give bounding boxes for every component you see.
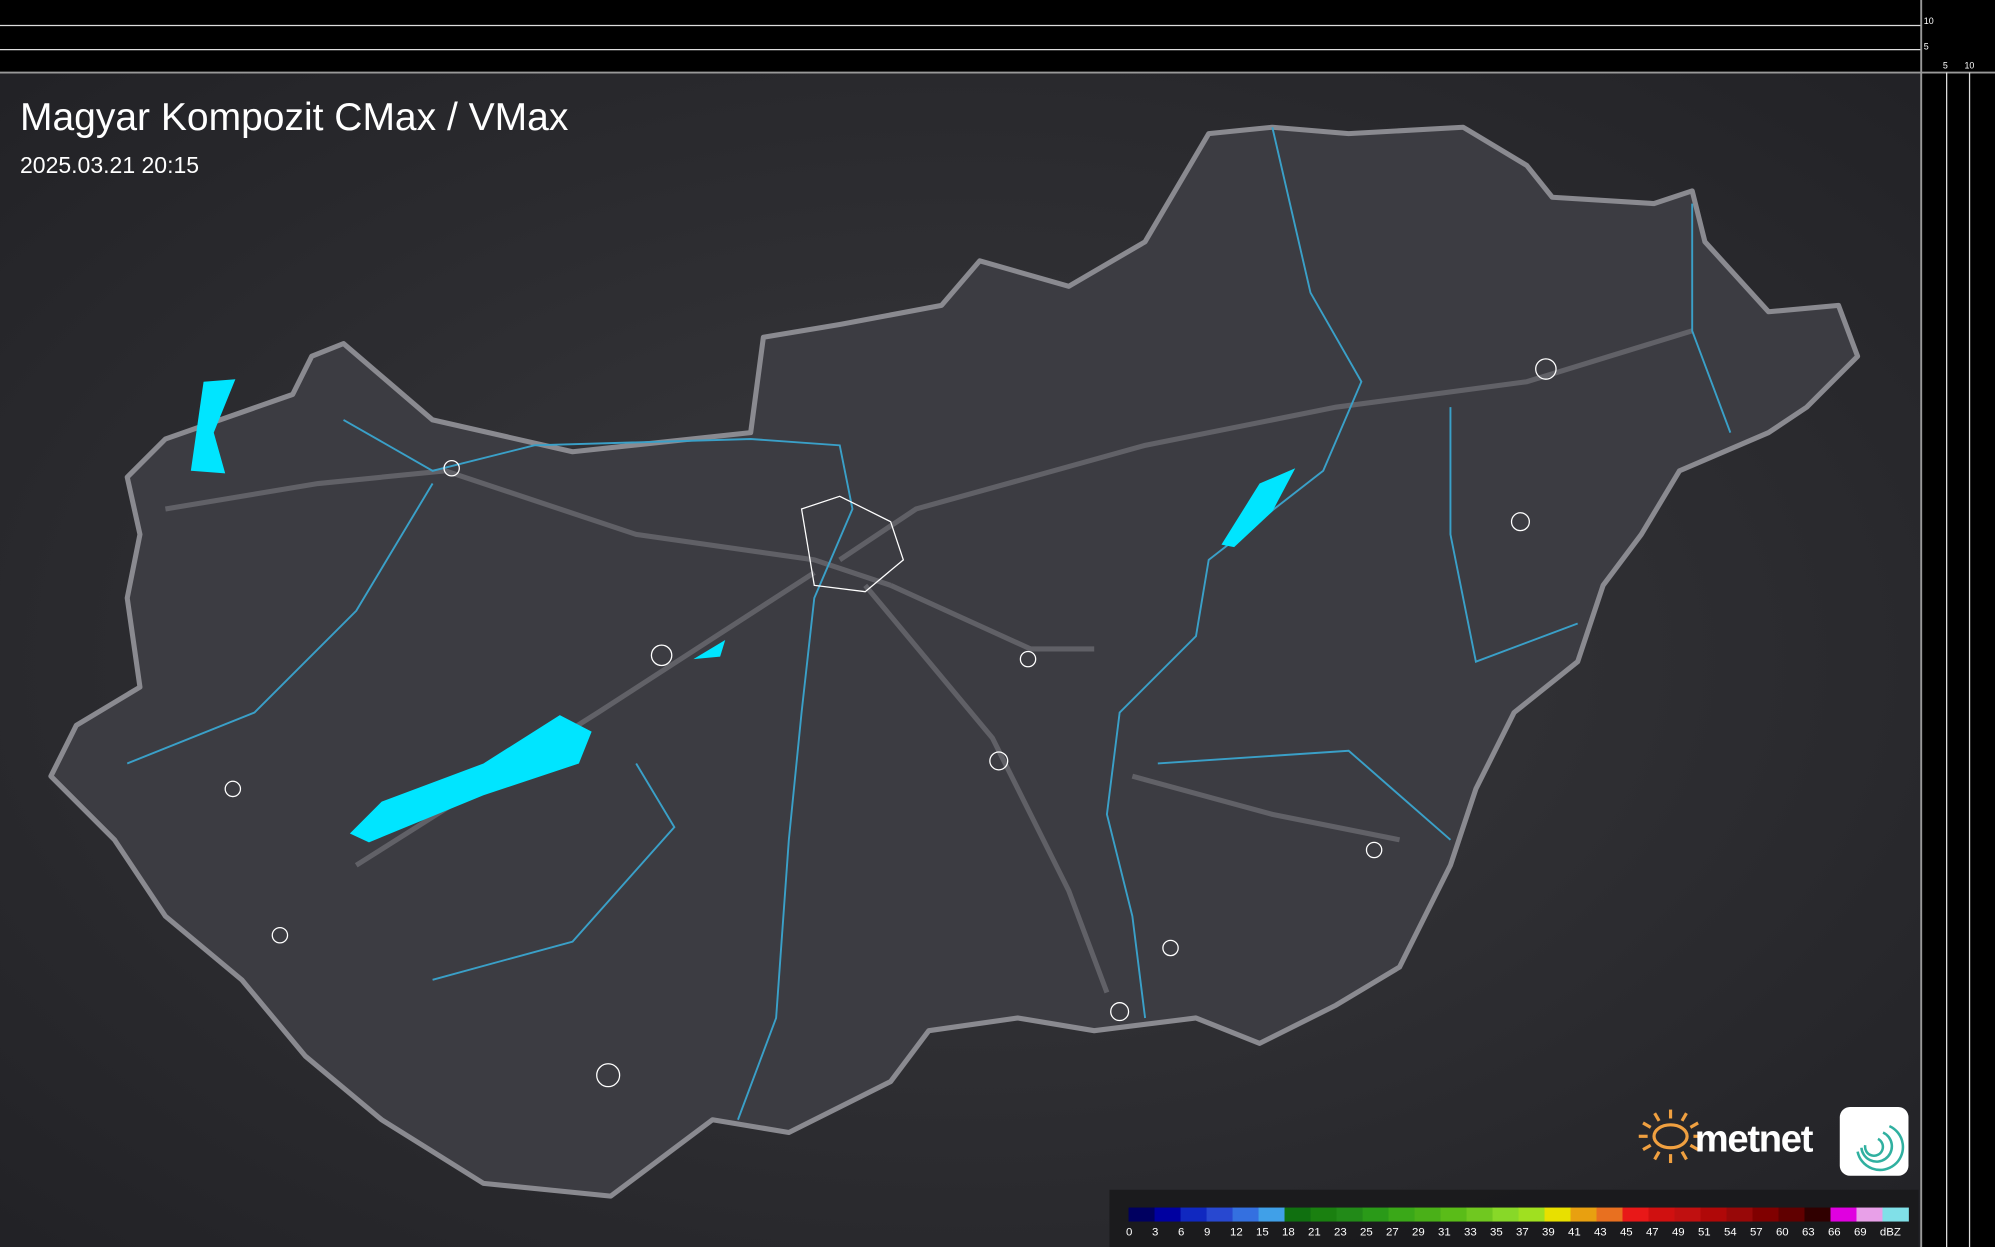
lakes xyxy=(190,379,1296,843)
legend-swatch xyxy=(1778,1207,1805,1222)
legend-swatch xyxy=(1596,1207,1623,1222)
legend-swatch xyxy=(1180,1207,1207,1222)
legend-label: 57 xyxy=(1750,1227,1763,1239)
sun-ray xyxy=(1689,1121,1699,1129)
legend-swatch xyxy=(1856,1207,1883,1222)
legend-label: 54 xyxy=(1724,1227,1737,1239)
legend-swatch xyxy=(1622,1207,1649,1222)
legend-swatch xyxy=(1232,1207,1259,1222)
legend-label: 9 xyxy=(1204,1227,1210,1239)
legend-label: 23 xyxy=(1334,1227,1347,1239)
legend-swatch xyxy=(1674,1207,1701,1222)
map-title: Magyar Kompozit CMax / VMax xyxy=(20,96,569,139)
legend-label: 39 xyxy=(1542,1227,1555,1239)
legend-swatch xyxy=(1336,1207,1363,1222)
legend-label: dBZ xyxy=(1880,1227,1901,1239)
legend-swatch xyxy=(1388,1207,1415,1222)
legend-swatch xyxy=(1466,1207,1493,1222)
rivers xyxy=(126,127,1732,1121)
legend-label: 66 xyxy=(1828,1227,1841,1239)
map-timestamp: 2025.03.21 20:15 xyxy=(20,152,200,178)
legend-label: 41 xyxy=(1568,1227,1581,1239)
sun-ray xyxy=(1642,1121,1652,1129)
city-outlines xyxy=(224,358,1557,1088)
legend-swatch xyxy=(1362,1207,1389,1222)
legend-swatch xyxy=(1284,1207,1311,1222)
legend-label: 35 xyxy=(1490,1227,1503,1239)
hungary-outline xyxy=(48,124,1861,1199)
legend-label: 37 xyxy=(1516,1227,1529,1239)
legend-label: 12 xyxy=(1230,1227,1243,1239)
legend-swatch xyxy=(1726,1207,1753,1222)
legend-swatch xyxy=(1154,1207,1181,1222)
legend-label: 25 xyxy=(1360,1227,1373,1239)
legend-label: 49 xyxy=(1672,1227,1685,1239)
legend-label: 45 xyxy=(1620,1227,1633,1239)
scale-tick-5b: 5 xyxy=(1943,61,1948,71)
legend-label: 31 xyxy=(1438,1227,1451,1239)
legend-swatch xyxy=(1128,1207,1155,1222)
legend-swatch xyxy=(1830,1207,1857,1222)
scale-tick-10b: 10 xyxy=(1964,61,1974,71)
legend-swatch xyxy=(1570,1207,1597,1222)
legend-swatch xyxy=(1648,1207,1675,1222)
sun-ray xyxy=(1680,1150,1688,1161)
legend-label: 0 xyxy=(1126,1227,1132,1239)
legend-swatch xyxy=(1752,1207,1779,1222)
legend-swatch xyxy=(1804,1207,1831,1222)
legend-swatch xyxy=(1414,1207,1441,1222)
legend-swatch xyxy=(1518,1207,1545,1222)
legend-label: 3 xyxy=(1152,1227,1158,1239)
legend-label: 29 xyxy=(1412,1227,1425,1239)
right-strip xyxy=(1921,0,1995,1247)
legend-label: 60 xyxy=(1776,1227,1789,1239)
lake-balaton xyxy=(349,715,592,843)
legend-label: 69 xyxy=(1854,1227,1867,1239)
legend-label: 63 xyxy=(1802,1227,1815,1239)
sun-ray xyxy=(1653,1112,1661,1122)
legend-label: 15 xyxy=(1256,1227,1269,1239)
legend: 0 3 6 9 12 15 18 21 23 25 27 29 31 33 35 37 39 41 43 45 47 49… xyxy=(1109,1189,1919,1247)
legend-swatch xyxy=(1700,1207,1727,1222)
sun-ray xyxy=(1680,1112,1688,1122)
top-strip xyxy=(0,0,1995,73)
lake-ferto xyxy=(190,379,236,474)
legend-label: 47 xyxy=(1646,1227,1659,1239)
sun-ray xyxy=(1642,1143,1652,1152)
scale-tick-5: 5 xyxy=(1924,42,1929,52)
legend-label: 43 xyxy=(1594,1227,1607,1239)
legend-swatch xyxy=(1882,1207,1909,1222)
legend-swatch xyxy=(1492,1207,1519,1222)
svg-text:metnet: metnet xyxy=(1695,1118,1814,1161)
legend-label: 18 xyxy=(1282,1227,1295,1239)
legend-swatch xyxy=(1310,1207,1337,1222)
app-icon xyxy=(1839,1107,1909,1176)
legend-label: 51 xyxy=(1698,1227,1711,1239)
legend-swatch xyxy=(1206,1207,1233,1222)
lake-tisza xyxy=(1221,468,1296,548)
legend-swatch xyxy=(1440,1207,1467,1222)
legend-label: 21 xyxy=(1308,1227,1321,1239)
legend-swatch xyxy=(1258,1207,1285,1222)
metnet-logo: metnet xyxy=(1638,1107,1909,1176)
sun-ray xyxy=(1653,1150,1661,1161)
scale-tick-10: 10 xyxy=(1924,16,1934,26)
legend-label: 27 xyxy=(1386,1227,1399,1239)
legend-label: 33 xyxy=(1464,1227,1477,1239)
legend-swatch xyxy=(1544,1207,1571,1222)
legend-label: 6 xyxy=(1178,1227,1184,1239)
sun-ray xyxy=(1689,1143,1699,1152)
